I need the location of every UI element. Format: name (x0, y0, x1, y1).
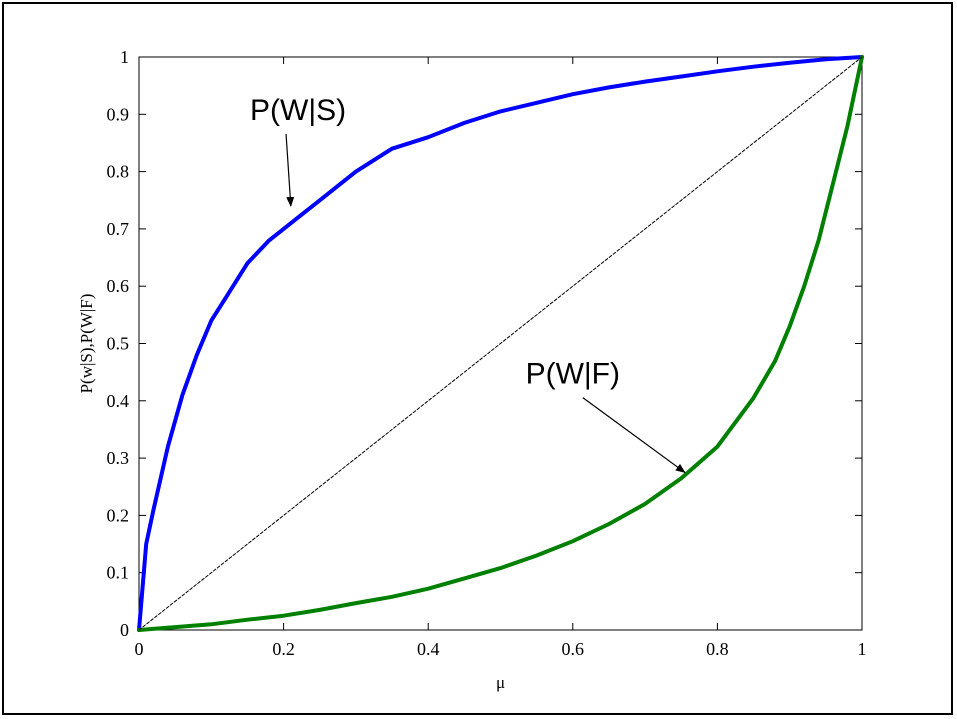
series-line-1 (137, 55, 864, 632)
tick-labels: 0 0.2 0.4 0.6 0.8 1 0 0.1 0.2 0.3 0.4 0.5 0.6 0.7 0.8 0… (107, 47, 867, 659)
y-tick-label: 0 (120, 620, 129, 640)
y-tick-label: 0.3 (107, 448, 130, 468)
y-axis-label: P(w|S),P(W|F) (77, 294, 96, 394)
x-tick-label: 0.4 (417, 639, 440, 659)
annotations: P(W|S) P(W|F) (250, 94, 686, 474)
annotation-arrow (285, 133, 295, 207)
x-tick-label: 0.8 (706, 639, 729, 659)
x-axis-label: μ (496, 673, 505, 692)
annotation-label: P(W|F) (526, 358, 620, 391)
x-tick-label: 0.2 (272, 639, 295, 659)
y-tick-label: 0.1 (107, 563, 130, 583)
series-line-0 (137, 55, 864, 632)
series-lines (137, 55, 864, 632)
diagonal-reference-line (138, 56, 863, 631)
y-tick-label: 0.6 (107, 276, 130, 296)
y-tick-label: 0.8 (107, 162, 130, 182)
x-tick-label: 0.6 (562, 639, 585, 659)
y-tick-label: 0.7 (107, 219, 130, 239)
annotation-label: P(W|S) (250, 94, 346, 127)
x-tick-label: 1 (858, 639, 867, 659)
y-tick-label: 1 (120, 47, 129, 67)
y-tick-label: 0.9 (107, 104, 130, 124)
x-tick-label: 0 (135, 639, 144, 659)
y-tick-label: 0.4 (107, 391, 130, 411)
annotation-arrow (582, 397, 686, 474)
y-tick-label: 0.5 (107, 334, 130, 354)
y-tick-label: 0.2 (107, 505, 130, 525)
